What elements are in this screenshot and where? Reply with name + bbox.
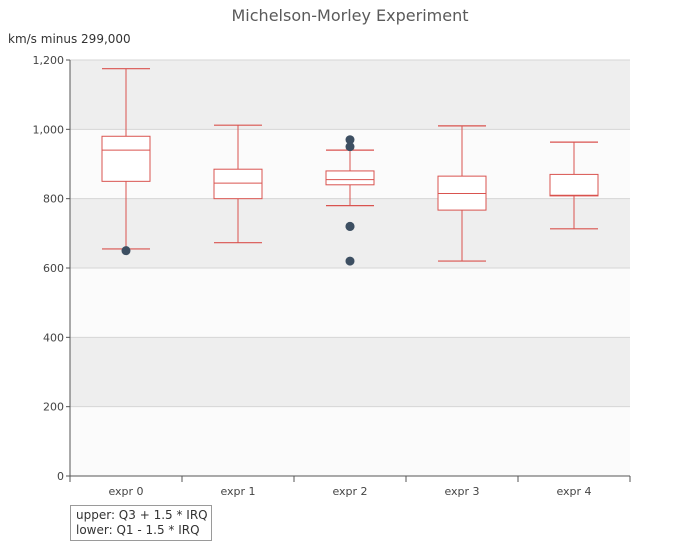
- y-tick-label: 200: [43, 401, 64, 414]
- x-tick-label: expr 1: [220, 485, 255, 498]
- y-tick-label: 600: [43, 262, 64, 275]
- box-expr-4: [549, 141, 599, 230]
- plot-band: [70, 337, 630, 407]
- y-tick-label: 0: [57, 470, 64, 483]
- whisker-upper-note: upper: Q3 + 1.5 * IRQ: [76, 508, 208, 522]
- y-tick-label: 800: [43, 193, 64, 206]
- whisker-legend-box: upper: Q3 + 1.5 * IRQ lower: Q1 - 1.5 * …: [70, 505, 212, 541]
- iqr-box: [325, 170, 375, 186]
- axes: 0 200 400 600 800 1,000 1,200 expr 0 expr 1 expr …: [33, 54, 631, 498]
- iqr-box: [549, 173, 599, 197]
- box-expr-1: [213, 124, 263, 244]
- plot-band: [70, 406, 630, 476]
- chart-title: Michelson-Morley Experiment: [232, 6, 469, 25]
- plot-band: [70, 268, 630, 338]
- y-tick-label: 1,200: [33, 54, 65, 67]
- x-tick-label: expr 4: [556, 485, 591, 498]
- plot-band: [70, 198, 630, 268]
- whisker-lower-note: lower: Q1 - 1.5 * IRQ: [76, 523, 200, 537]
- y-tick-label: 400: [43, 331, 64, 344]
- y-axis-label: km/s minus 299,000: [8, 32, 131, 46]
- plot-band: [70, 60, 630, 130]
- y-tick-label: 1,000: [33, 123, 65, 136]
- iqr-box: [213, 168, 263, 200]
- box-expr-0: [101, 68, 151, 256]
- outlier-point: [345, 221, 355, 231]
- iqr-box: [101, 135, 151, 182]
- box-expr-2: [325, 135, 375, 266]
- box-expr-3: [437, 125, 487, 262]
- outlier-point: [345, 256, 355, 266]
- outlier-point: [345, 142, 355, 152]
- x-tick-label: expr 2: [332, 485, 367, 498]
- box-series: [101, 68, 599, 266]
- x-tick-label: expr 3: [444, 485, 479, 498]
- outlier-point: [345, 135, 355, 145]
- outlier-point: [121, 246, 131, 256]
- x-tick-label: expr 0: [108, 485, 143, 498]
